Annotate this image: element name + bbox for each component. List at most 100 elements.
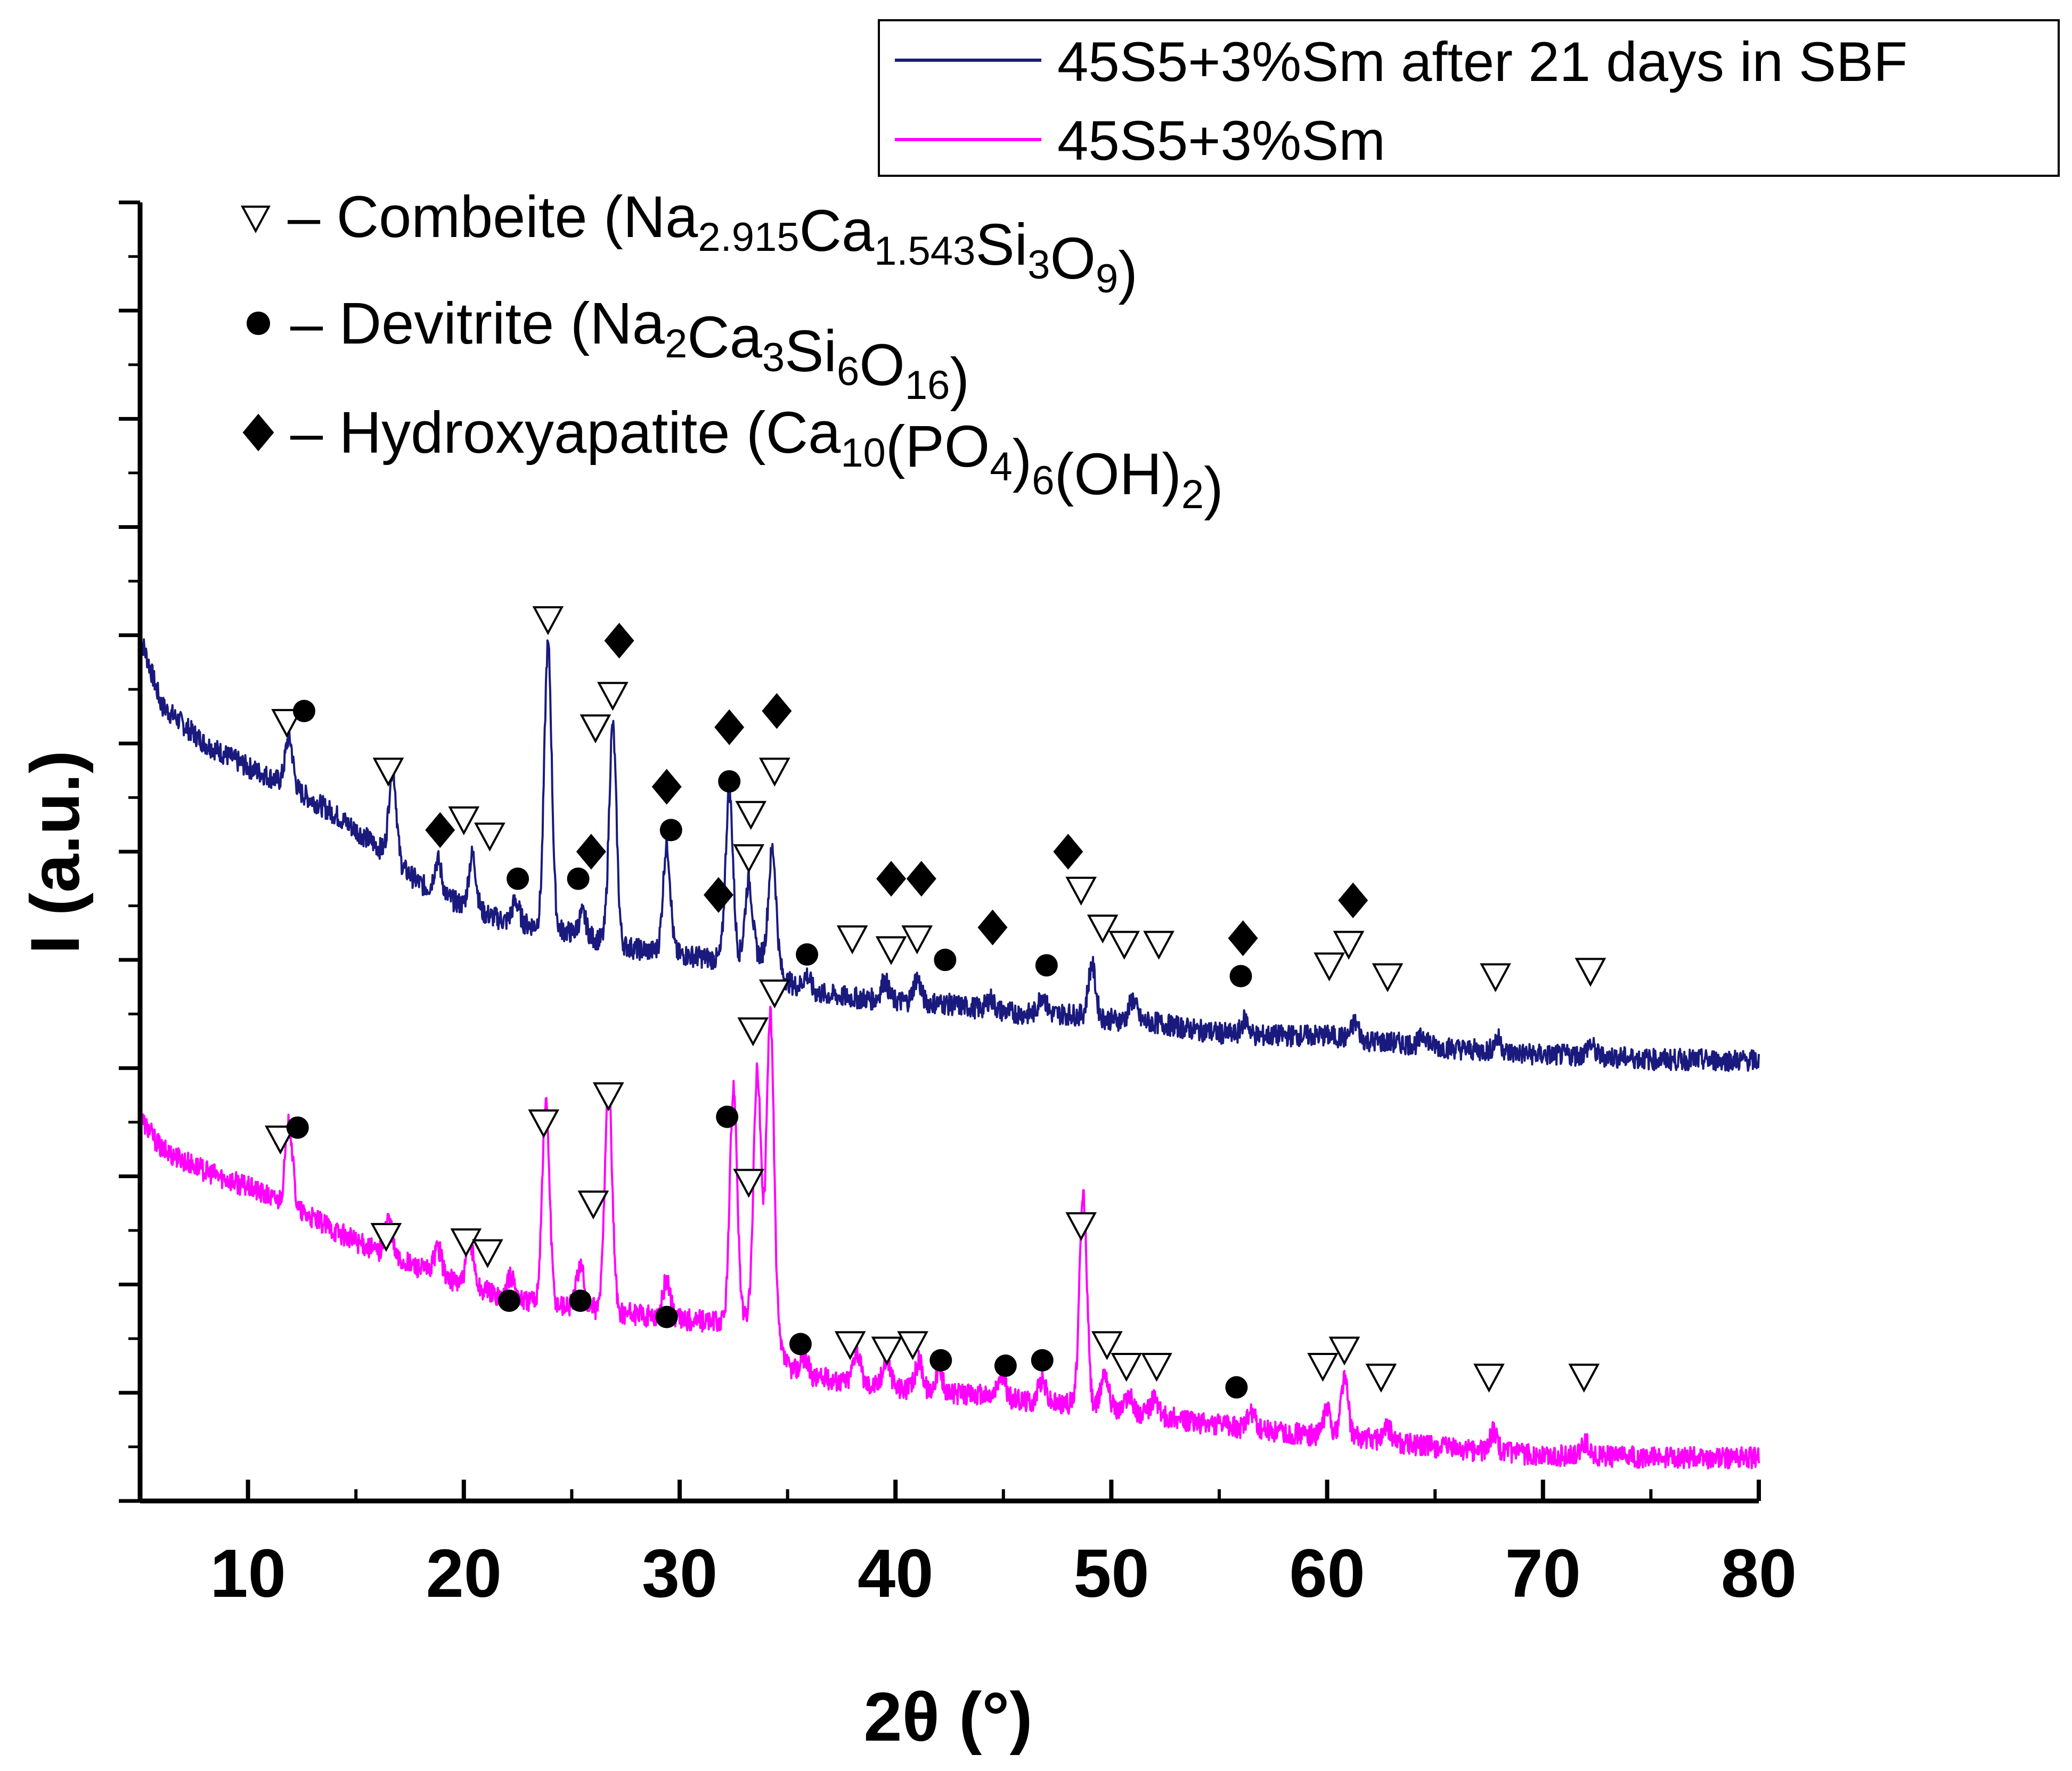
combeite-marker <box>1473 1364 1505 1393</box>
devitrite-marker <box>507 867 529 890</box>
combeite-marker <box>580 714 611 744</box>
combeite-marker <box>1111 1352 1143 1382</box>
phase-legend-hydroxyapatite: – Hydroxyapatite (Ca10(PO4)6(OH)2) <box>290 400 1223 521</box>
hydroxyapatite-marker <box>762 693 792 729</box>
axes: 10 20 30 40 50 60 70 80 2θ (°) I (a.u.) <box>16 200 1797 1756</box>
combeite-marker <box>597 682 629 711</box>
x-tick-label: 30 <box>642 1536 717 1612</box>
combeite-marker <box>735 801 767 830</box>
combeite-marker <box>1480 963 1512 992</box>
x-tick-label: 60 <box>1289 1536 1365 1612</box>
combeite-marker <box>1065 877 1097 906</box>
phase-legend-combeite: – Combeite (Na2.915Ca1.543Si3O9) <box>288 184 1138 305</box>
hydroxyapatite-marker <box>906 861 936 897</box>
x-tick-label: 70 <box>1505 1536 1581 1612</box>
combeite-marker <box>1065 1212 1097 1242</box>
combeite-marker <box>733 844 765 874</box>
combeite-marker <box>901 925 933 954</box>
series-line-base <box>139 1006 1760 1470</box>
combeite-marker <box>1365 1364 1397 1393</box>
x-ticks: 10 20 30 40 50 60 70 80 <box>210 1480 1797 1612</box>
devitrite-marker <box>286 1116 309 1139</box>
devitrite-marker <box>716 1105 739 1128</box>
devitrite-marker <box>994 1354 1017 1377</box>
combeite-marker <box>1372 963 1404 992</box>
combeite-marker <box>871 1336 903 1366</box>
devitrite-marker <box>1229 965 1252 987</box>
hydroxyapatite-marker <box>876 861 907 897</box>
x-tick-label: 40 <box>858 1536 933 1612</box>
combeite-marker <box>834 1331 866 1360</box>
devitrite-marker <box>659 819 682 842</box>
x-tick-label: 10 <box>210 1536 285 1612</box>
combeite-marker <box>836 925 868 954</box>
combeite-marker <box>1314 952 1345 982</box>
combeite-marker <box>372 757 404 787</box>
combeite-marker <box>758 980 790 1009</box>
hydroxyapatite-marker <box>576 834 606 870</box>
devitrite-marker <box>718 770 741 793</box>
combeite-marker <box>271 709 303 738</box>
devitrite-marker <box>1031 1349 1054 1372</box>
y-ticks <box>119 200 140 1503</box>
devitrite-marker <box>1035 954 1058 977</box>
devitrite-marker <box>567 867 590 890</box>
combeite-marker <box>265 1125 296 1155</box>
combeite-marker <box>1333 931 1365 960</box>
hydroxyapatite-marker <box>714 709 745 745</box>
hydroxyapatite-marker <box>242 413 274 452</box>
combeite-marker <box>737 1017 769 1047</box>
hydroxyapatite-marker <box>604 623 634 659</box>
devitrite-marker <box>655 1305 678 1328</box>
hydroxyapatite-marker <box>703 877 733 913</box>
x-tick-label: 20 <box>426 1536 502 1612</box>
combeite-marker <box>532 606 564 635</box>
devitrite-marker <box>789 1333 812 1356</box>
phase-legend: – Combeite (Na2.915Ca1.543Si3O9)– Devitr… <box>240 184 1223 521</box>
x-tick-label: 50 <box>1073 1536 1149 1612</box>
combeite-marker <box>240 206 271 233</box>
devitrite-marker <box>246 311 271 336</box>
combeite-marker <box>875 936 907 966</box>
combeite-marker <box>472 1239 503 1268</box>
combeite-marker <box>1575 958 1606 987</box>
combeite-marker <box>1087 915 1119 944</box>
x-tick-label: 80 <box>1721 1536 1797 1612</box>
hydroxyapatite-marker <box>1338 882 1368 919</box>
combeite-marker <box>1091 1331 1123 1360</box>
combeite-marker <box>1108 931 1140 960</box>
phase-legend-devitrite: – Devitrite (Na2Ca3Si6O16) <box>290 291 969 412</box>
legend-label-base: 45S5+3%Sm <box>1057 110 1385 172</box>
series-line-sbf <box>140 634 1760 1072</box>
devitrite-marker <box>796 943 819 966</box>
combeite-marker <box>1307 1352 1339 1382</box>
combeite-marker <box>474 822 505 852</box>
combeite-marker <box>1568 1364 1600 1393</box>
plot-area <box>139 606 1760 1470</box>
combeite-marker <box>897 1331 928 1360</box>
legend-label-sbf: 45S5+3%Sm after 21 days in SBF <box>1057 31 1907 93</box>
combeite-marker <box>1141 1352 1172 1382</box>
combeite-marker <box>758 757 790 787</box>
combeite-marker <box>577 1190 609 1220</box>
series-legend: 45S5+3%Sm after 21 days in SBF 45S5+3%Sm <box>878 19 2060 177</box>
hydroxyapatite-marker <box>425 812 455 848</box>
combeite-marker <box>1143 931 1174 960</box>
combeite-marker <box>592 1082 624 1112</box>
hydroxyapatite-marker <box>651 769 682 805</box>
devitrite-marker <box>497 1290 520 1312</box>
devitrite-marker <box>929 1349 952 1372</box>
combeite-marker <box>1328 1336 1360 1366</box>
combeite-marker <box>450 1228 482 1258</box>
hydroxyapatite-marker <box>1053 834 1083 870</box>
devitrite-marker <box>569 1290 592 1312</box>
legend-box <box>878 19 2060 177</box>
combeite-marker <box>448 806 480 836</box>
combeite-marker <box>370 1223 402 1252</box>
devitrite-marker <box>934 949 957 972</box>
hydroxyapatite-marker <box>977 909 1008 945</box>
combeite-marker <box>528 1109 560 1139</box>
x-axis-title: 2θ (°) <box>863 1678 1032 1756</box>
combeite-marker <box>733 1169 765 1198</box>
